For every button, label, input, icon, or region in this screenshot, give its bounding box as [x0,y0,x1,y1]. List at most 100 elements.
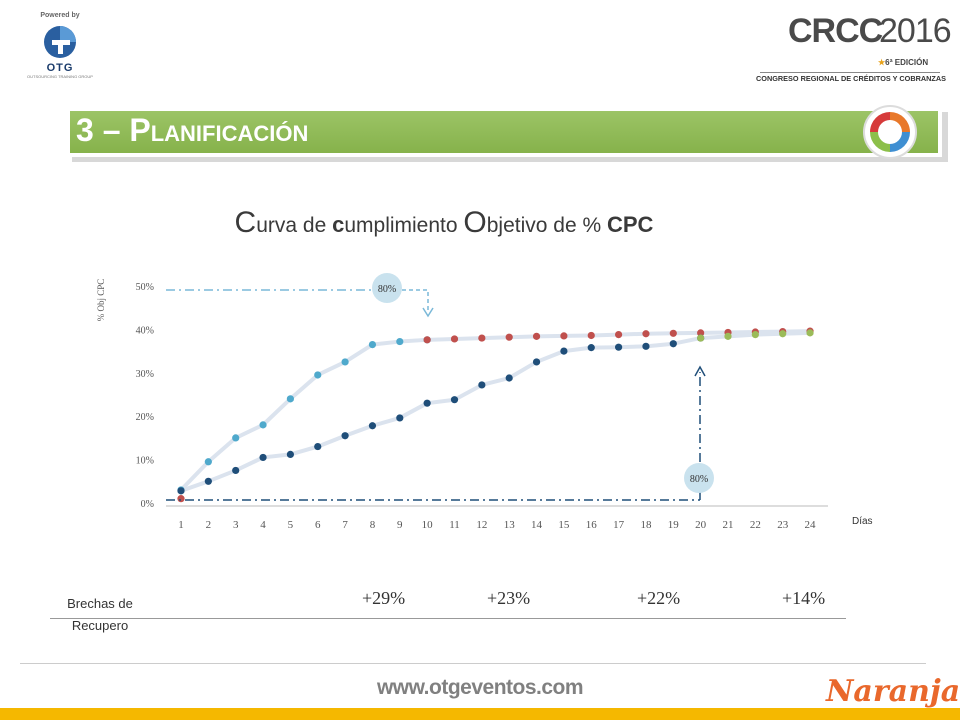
x-tick-label: 17 [613,519,625,531]
series-line [179,337,428,492]
y-axis: 0% 10% 20% 30% 40% 50% [136,282,154,510]
x-tick-label: 23 [777,519,789,531]
data-point [669,340,677,348]
x-tick-label: 2 [206,519,212,531]
otg-wordmark: OTG [46,62,74,74]
x-tick-label: 10 [422,519,434,531]
data-point [177,495,185,503]
data-point [505,333,513,341]
star-icon: ★ [878,58,886,67]
x-tick-label: 5 [288,519,294,531]
x-tick-label: 9 [397,519,403,531]
data-point [177,487,185,495]
x-tick-label: 16 [586,519,598,531]
annotation-badge-top [372,273,402,303]
x-tick-label: 24 [805,519,817,531]
naranja-logo: Naranja [826,674,960,709]
annotation-label-top: 80% [378,284,396,295]
data-point [259,421,267,429]
bottom-accent-bar [0,708,960,720]
data-point [642,342,650,350]
data-point [697,329,705,337]
data-point [368,340,377,349]
annotation-badge-bottom [684,463,714,493]
data-point [505,374,513,382]
footer-divider [20,663,926,664]
x-tick-label: 19 [668,519,680,531]
data-point [423,399,431,407]
data-point [423,336,431,344]
y-tick-label: 0% [141,499,154,510]
crcc-logo-title: CRCC [788,12,883,50]
section-title: 3 – Planificación [76,112,309,148]
data-point [478,334,486,342]
y-tick-label: 10% [136,456,154,467]
x-tick-label: 20 [695,519,707,531]
data-point [697,334,705,342]
data-point [450,396,459,404]
data-point [368,422,377,430]
data-point [204,458,212,466]
data-point [532,358,541,366]
x-tick-label: 22 [750,519,761,531]
data-point [587,344,595,352]
annotation-label-bottom: 80% [690,474,708,485]
crcc-subtitle: CONGRESO REGIONAL DE CRÉDITOS Y COBRANZA… [756,74,947,83]
x-tick-label: 15 [558,519,570,531]
data-point [286,395,294,403]
x-tick-label: 4 [260,519,266,531]
series-group [177,327,814,503]
data-point [615,331,623,339]
x-axis: 1 2 3 4 5 6 7 8 9 10 11 12 13 14 15 16 17 18 19 20 21 22 23 24 [178,519,816,531]
data-point [259,453,267,462]
footer-url: www.otgeventos.com [376,676,584,699]
data-point [450,335,459,343]
x-tick-label: 12 [476,519,487,531]
data-point [204,477,212,485]
data-point [232,466,240,475]
x-tick-label: 8 [370,519,376,531]
y-tick-label: 50% [136,282,154,293]
arrow-up-icon [694,365,706,377]
x-tick-label: 11 [449,519,460,531]
x-tick-label: 1 [178,519,184,531]
data-point [286,450,294,458]
y-tick-label: 40% [136,325,154,336]
x-tick-label: 3 [233,519,239,531]
data-point [642,330,650,338]
data-point [341,358,349,366]
brecha-value: +29% [362,588,406,608]
data-point [396,414,404,422]
crcc-edition: ★6ª EDICIÓN [878,58,929,67]
data-point [724,332,732,340]
data-point [669,329,677,337]
target-arrow-line [402,289,429,310]
data-point [532,332,541,340]
powered-by-label: Powered by [40,12,80,19]
data-point [751,331,759,339]
brecha-value: +22% [637,588,681,608]
otg-globe-icon [44,26,76,58]
series-line [180,336,702,493]
x-tick-label: 13 [504,519,516,531]
x-tick-label: 14 [531,519,543,531]
brechas-label: Brechas de Recupero [67,596,133,633]
data-point [615,343,623,351]
crcc-logo-year: 2016 [879,12,952,50]
chart-title: Curva de cumplimiento Objetivo de % CPC [234,206,654,239]
x-tick-label: 7 [342,519,348,531]
y-axis-label: % Obj CPC [96,279,106,322]
data-point [396,337,404,346]
data-point [232,434,240,442]
otg-logo: Powered by OTG OUTSOURCING TRAINING GROU… [26,6,94,84]
y-tick-label: 30% [136,369,154,380]
brecha-value: +23% [487,588,531,608]
y-tick-label: 20% [136,412,154,423]
brechas-divider [50,618,846,619]
x-axis-label: Días [852,516,873,527]
data-point [314,442,322,451]
data-point [560,332,568,340]
data-point [806,329,814,337]
data-point [587,331,595,340]
